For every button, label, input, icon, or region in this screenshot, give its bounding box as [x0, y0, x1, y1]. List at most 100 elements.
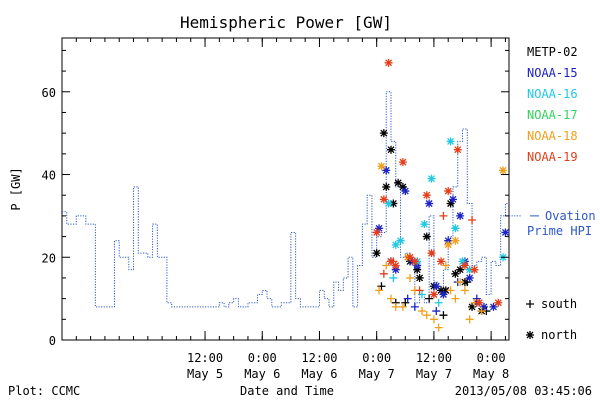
north-marker: [501, 228, 510, 237]
north-marker: [475, 298, 484, 307]
north-marker: [437, 257, 446, 266]
x-tick-date: May 8: [473, 367, 509, 381]
south-key-icon: [526, 300, 534, 308]
north-marker: [437, 286, 446, 295]
south-marker: [441, 261, 450, 270]
south-marker: [460, 286, 469, 295]
south-marker: [468, 216, 477, 225]
x-tick-label: 12:00: [416, 351, 452, 365]
north-marker: [465, 273, 474, 282]
north-marker: [427, 249, 436, 258]
x-tick-date: May 5: [187, 367, 223, 381]
south-marker: [425, 294, 434, 303]
y-tick-label: 20: [42, 251, 56, 265]
north-marker: [398, 182, 407, 191]
north-marker: [396, 236, 405, 245]
ovation-series-line: [62, 91, 509, 308]
north-marker: [394, 178, 403, 187]
south-marker: [375, 286, 384, 295]
south-marker: [477, 307, 486, 316]
south-marker: [432, 307, 441, 316]
south-marker: [429, 315, 438, 324]
x-tick-label: 12:00: [187, 351, 223, 365]
north-marker: [456, 265, 465, 274]
north-marker: [391, 265, 400, 274]
north-marker: [379, 129, 388, 138]
north-marker: [391, 240, 400, 249]
north-marker: [410, 257, 419, 266]
north-key-label: north: [541, 328, 577, 342]
x-tick-label: 12:00: [301, 351, 337, 365]
north-marker: [413, 261, 422, 270]
south-marker: [406, 273, 415, 282]
north-key-icon: [526, 331, 534, 339]
south-marker: [439, 211, 448, 220]
north-marker: [453, 145, 462, 154]
south-marker: [389, 273, 398, 282]
north-marker: [401, 187, 410, 196]
south-marker: [439, 311, 448, 320]
north-marker: [386, 257, 395, 266]
ovation-legend-label: Prime HPI: [527, 224, 592, 238]
south-marker: [377, 282, 386, 291]
axes-layer: 0 20 40 60 12:00 May 5 0:00 May 6 12:00 May 6 0:00…: [42, 38, 509, 381]
north-marker: [398, 158, 407, 167]
south-marker: [417, 290, 426, 299]
south-marker: [446, 286, 455, 295]
south-marker: [417, 307, 426, 316]
south-key-label: south: [541, 297, 577, 311]
legend-entry: NOAA-16: [527, 87, 578, 101]
legend-entry: NOAA-17: [527, 108, 578, 122]
chart-title: Hemispheric Power [GW]: [180, 13, 392, 32]
south-marker: [422, 311, 431, 320]
north-marker: [422, 232, 431, 241]
north-marker: [470, 265, 479, 274]
plot-area: [61, 37, 510, 341]
north-marker: [441, 286, 450, 295]
footer-left: Plot: CCMC: [8, 384, 80, 398]
north-marker: [456, 211, 465, 220]
south-marker: [465, 315, 474, 324]
south-marker: [391, 302, 400, 311]
south-marker: [401, 298, 410, 307]
y-tick-label: 0: [49, 334, 56, 348]
north-marker: [444, 236, 453, 245]
north-marker: [389, 199, 398, 208]
north-marker: [460, 261, 469, 270]
north-marker: [382, 166, 391, 175]
north-marker: [379, 195, 388, 204]
north-marker: [444, 187, 453, 196]
south-marker: [434, 298, 443, 307]
north-marker: [377, 162, 386, 171]
x-tick-date: May 6: [301, 367, 337, 381]
north-marker: [451, 269, 460, 278]
ovation-legend-label: Ovation: [545, 209, 596, 223]
north-marker: [420, 220, 429, 229]
x-tick-date: May 7: [359, 367, 395, 381]
south-marker: [434, 323, 443, 332]
legend-entry: NOAA-19: [527, 150, 578, 164]
south-marker: [451, 294, 460, 303]
north-marker: [448, 195, 457, 204]
north-marker: [432, 282, 441, 291]
north-marker: [391, 261, 400, 270]
legend-entry: NOAA-15: [527, 66, 578, 80]
x-tick-date: May 7: [416, 367, 452, 381]
north-marker: [386, 145, 395, 154]
north-marker: [451, 224, 460, 233]
south-marker: [456, 278, 465, 287]
x-tick-label: 0:00: [248, 351, 277, 365]
marker-layer: [372, 58, 510, 332]
north-marker: [375, 224, 384, 233]
south-marker: [398, 302, 407, 311]
south-marker: [415, 286, 424, 295]
north-marker: [468, 302, 477, 311]
north-marker: [382, 182, 391, 191]
legend: METP-02 NOAA-15 NOAA-16 NOAA-17 NOAA-18 NOAA-…: [509, 45, 596, 342]
south-marker: [379, 269, 388, 278]
north-marker: [422, 191, 431, 200]
north-marker: [489, 302, 498, 311]
x-tick-date: May 6: [244, 367, 280, 381]
north-marker: [479, 302, 488, 311]
